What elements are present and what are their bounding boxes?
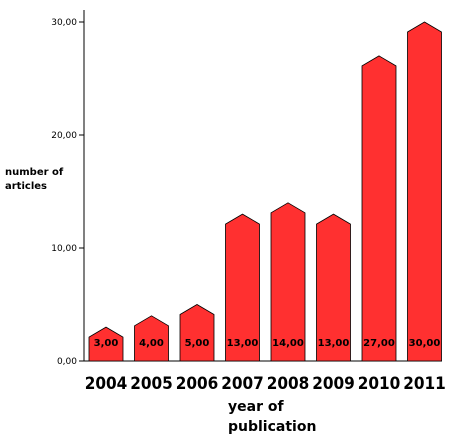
data-label-2004: 3,00 bbox=[94, 338, 119, 349]
y-tick-label: 0,00 bbox=[57, 357, 77, 367]
x-axis-title-line-2: publication bbox=[228, 419, 316, 435]
y-tick-label: 30,00 bbox=[51, 18, 77, 28]
bar-2011 bbox=[407, 21, 442, 362]
data-label-2009: 13,00 bbox=[318, 338, 350, 349]
bars bbox=[88, 21, 442, 362]
bar-2008 bbox=[270, 202, 306, 362]
labels: 3,00 2004 4,00 2005 5,00 2006 13,00 2007 14,00 20… bbox=[85, 338, 446, 394]
bar-2007 bbox=[225, 213, 260, 362]
y-axis-title-line-2: articles bbox=[5, 181, 47, 192]
y-tick-label: 10,00 bbox=[51, 244, 77, 254]
data-label-2005: 4,00 bbox=[139, 338, 164, 349]
y-axis-title-line-1: number of bbox=[5, 167, 64, 178]
data-label-2007: 13,00 bbox=[227, 338, 259, 349]
x-tick-label-2008: 2008 bbox=[267, 374, 310, 394]
x-tick-label-2010: 2010 bbox=[358, 374, 401, 394]
y-tick-label: 20,00 bbox=[51, 131, 77, 141]
data-label-2011: 30,00 bbox=[409, 338, 441, 349]
bar-2009 bbox=[316, 213, 351, 362]
x-tick-label-2009: 2009 bbox=[312, 374, 355, 394]
x-tick-label-2006: 2006 bbox=[176, 374, 219, 394]
bar-2010 bbox=[361, 55, 397, 362]
x-tick-label-2011: 2011 bbox=[403, 374, 446, 394]
data-label-2008: 14,00 bbox=[272, 338, 304, 349]
x-tick-label-2004: 2004 bbox=[85, 374, 128, 394]
bar-2005 bbox=[134, 315, 169, 362]
x-axis-title-line-1: year of bbox=[228, 399, 284, 415]
x-tick-label-2007: 2007 bbox=[221, 374, 264, 394]
data-label-2006: 5,00 bbox=[185, 338, 210, 349]
bar-2006 bbox=[179, 304, 215, 362]
x-tick-label-2005: 2005 bbox=[130, 374, 173, 394]
data-label-2010: 27,00 bbox=[363, 338, 395, 349]
bar-2004 bbox=[88, 326, 124, 362]
